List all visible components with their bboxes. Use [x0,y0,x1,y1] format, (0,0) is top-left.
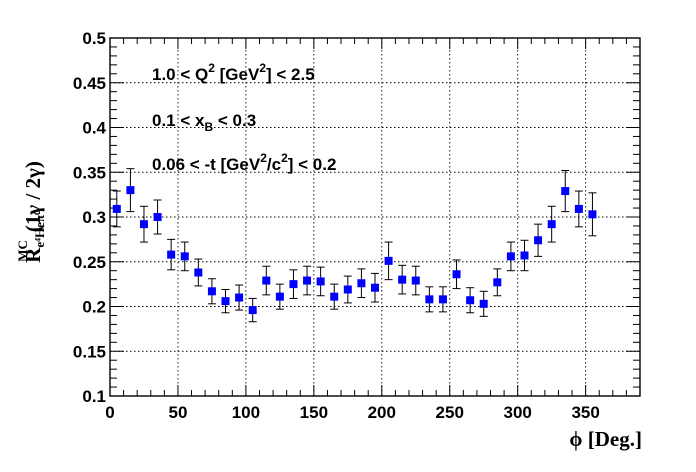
y-tick-label: 0.5 [82,29,106,48]
data-point [561,187,570,196]
data-point [384,256,393,265]
data-point [235,293,244,302]
data-point [588,210,597,219]
data-point [343,285,352,294]
axis-ticks [109,37,641,397]
annotation-q2-range: 1.0 < Q2 [GeV2] < 2.5 [152,61,315,84]
data-point [316,277,325,286]
tick-labels: 0 50 100 150 200 250 300 350 0.1 0.15 0.2 0.25 0.3 0.… [73,29,600,422]
data-point [153,213,162,221]
data-point [534,236,543,245]
y-tick-label: 0.25 [73,253,106,272]
y-tick-label: 0.45 [73,74,106,93]
data-point [493,278,502,287]
data-point [466,296,475,305]
y-tick-label: 0.3 [82,208,106,227]
x-tick-label: 150 [300,403,328,422]
y-tick-label: 0.15 [73,342,106,361]
x-tick-label: 300 [504,403,532,422]
annotation-t-range: 0.06 < -t [GeV2/c2] < 0.2 [152,151,336,174]
x-tick-label: 0 [105,403,114,422]
y-tick-label: 0.2 [82,298,106,317]
annotation-xb-range: 0.1 < xB < 0.3 [152,111,256,134]
grid [110,38,640,396]
y-axis-label: Re⁴Heπ⁰MC(1γ / 2γ) [15,161,47,263]
data-point [425,295,434,304]
data-point [438,295,447,304]
data-point [520,251,529,260]
data-point [194,268,203,277]
data-point [275,292,284,301]
data-point [574,204,583,213]
data-point [357,279,366,288]
y-tick-label: 0.1 [82,387,106,406]
y-tick-label: 0.4 [82,119,106,138]
data-point [112,204,121,213]
data-point [262,276,271,285]
data-point [248,306,257,315]
data-point [289,280,298,289]
y-tick-label: 0.35 [73,163,106,182]
data-point [139,220,148,229]
data-point [330,292,339,301]
x-tick-label: 200 [368,403,396,422]
data-point [506,252,515,261]
x-axis-label: ϕ [Deg.] [569,427,642,451]
data-point [452,270,461,279]
x-tick-label: 250 [436,403,464,422]
svg-text:Re⁴Heπ⁰MC(1γ / 2γ): Re⁴Heπ⁰MC(1γ / 2γ) [15,161,47,263]
x-tick-label: 350 [571,403,599,422]
data-point [221,297,230,306]
data-point [411,276,420,285]
data-point [398,275,407,284]
data-point [207,287,216,296]
data-point [180,252,189,261]
data-point [303,276,312,285]
data-point [479,299,488,308]
x-tick-label: 100 [232,403,260,422]
x-tick-label: 50 [168,403,187,422]
data-point [371,283,379,292]
data-point [167,250,176,259]
data-point [547,220,556,229]
data-points [112,168,597,323]
data-point [126,186,135,195]
